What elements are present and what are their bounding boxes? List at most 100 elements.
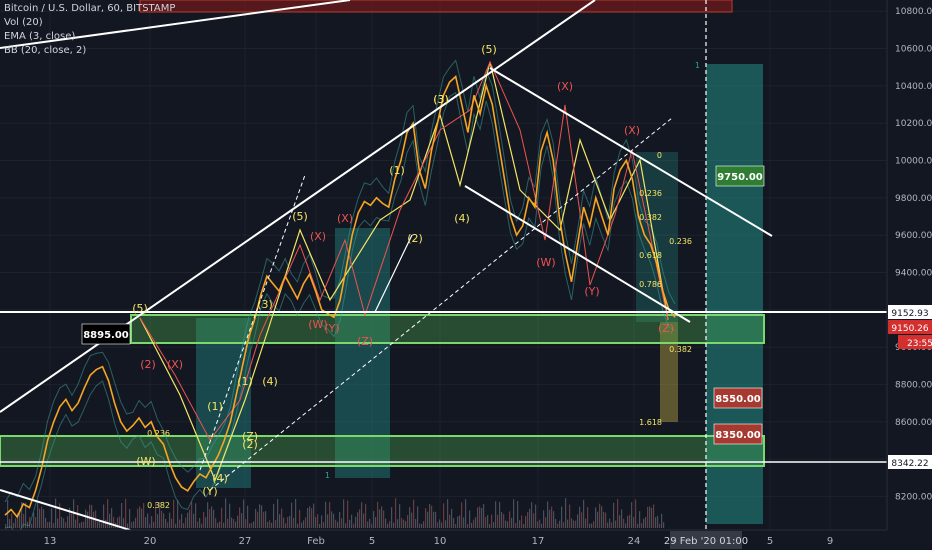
volume-bar [397,519,399,528]
volume-bar [215,518,217,528]
volume-bar [129,509,131,528]
volume-bar [219,521,221,528]
volume-bar [545,517,547,528]
wave-label: (2) [407,232,423,245]
price-tags: 9750.00 8895.00 8550.00 8350.00 [81,165,765,445]
fib-label: 0.382 [639,213,662,222]
volume-bar [419,523,421,528]
price-line [4,74,676,519]
volume-bar [125,498,127,528]
y-tick-label: 8600.00 [895,418,932,428]
volume-bar [241,513,243,528]
wave-label: (Y) [584,285,599,298]
volume-bar [483,504,485,528]
x-tick-label: 27 [239,536,252,547]
volume-bar [83,521,85,528]
wave-label: (3) [257,298,273,311]
volume-bar [23,513,25,528]
volume-bar [323,521,325,528]
volume-bar [311,508,313,528]
volume-bar [377,501,379,528]
volume-bar [603,511,605,528]
volume-bar [541,523,543,528]
volume-bar [201,523,203,528]
price-tag-box [713,423,763,445]
volume-bar [69,507,71,528]
chart-legend: Bitcoin / U.S. Dollar, 60, BITSTAMP Vol … [4,2,175,58]
support-zone-upper [130,314,765,344]
volume-bar [427,511,429,528]
wave-label: (X) [624,124,640,137]
arrow-line [374,234,413,313]
volume-bar [55,498,57,528]
volume-bar [373,511,375,528]
volume-bar [643,518,645,528]
volume-bar [367,521,369,528]
volume-bar [389,521,391,528]
volume-bar [435,511,437,528]
volume-bar [361,502,363,528]
volume-bar [487,515,489,528]
symbol-title[interactable]: Bitcoin / U.S. Dollar, 60, BITSTAMP [4,3,176,14]
volume-bar [105,519,107,528]
volume-bar [269,520,271,528]
volume-bar [259,504,261,528]
volume-bar [7,499,9,528]
wave-label: (2) [242,438,258,451]
volume-bar [469,510,471,528]
volume-bar [37,502,39,528]
volume-bar [67,516,69,528]
volume-bar [459,515,461,528]
y-tick-label: 9400.00 [895,268,932,278]
volume-bar [555,518,557,528]
axis-tag-label: 9152.93 [891,309,928,319]
volume-bar [117,517,119,528]
volume-bar [75,519,77,528]
volume-bar [331,511,333,528]
fib-label: 0.618 [639,251,662,260]
channel-upper [489,67,773,237]
volume-bar [295,498,297,528]
volume-bar [569,504,571,528]
volume-bar [463,517,465,528]
price-tag-box [715,165,765,187]
volume-bar [409,507,411,528]
volume-bar [601,506,603,528]
volume-bar [395,498,397,528]
indicator-ema[interactable]: EMA (3, close) [4,31,76,42]
y-tick-label: 10800.00 [895,7,932,17]
volume-bar [481,508,483,528]
volume-bar [441,522,443,528]
wave-line-yellow [139,61,669,482]
volume-bar [261,505,263,528]
volume-bar [39,508,41,528]
volume-bar [385,518,387,528]
volume-bar [401,517,403,528]
y-tick-label: 8800.00 [895,380,932,390]
volume-bar [11,513,13,528]
volume-bar [379,509,381,528]
volume-bar [589,523,591,528]
volume-bar [539,519,541,528]
volume-bar [171,518,173,528]
volume-bar [151,516,153,528]
volume-bar [293,517,295,528]
volume-bar [493,522,495,528]
volume-bar [315,517,317,528]
volume-bar [221,507,223,528]
indicator-bb[interactable]: BB (20, close, 2) [4,45,87,56]
volume-bar [21,502,23,528]
volume-bar [121,503,123,528]
volume-bar [123,518,125,528]
volume-bars [5,498,665,528]
volume-bar [507,521,509,528]
volume-bar [405,521,407,528]
indicator-volume[interactable]: Vol (20) [4,17,43,28]
wave-label: (X) [167,358,183,371]
volume-bar [375,517,377,528]
volume-bar [495,501,497,528]
volume-bar [31,523,33,528]
time-axis[interactable]: 13 20 27 Feb 5 10 17 24 5 9 [44,536,834,547]
wave-label: (1) [237,375,253,388]
